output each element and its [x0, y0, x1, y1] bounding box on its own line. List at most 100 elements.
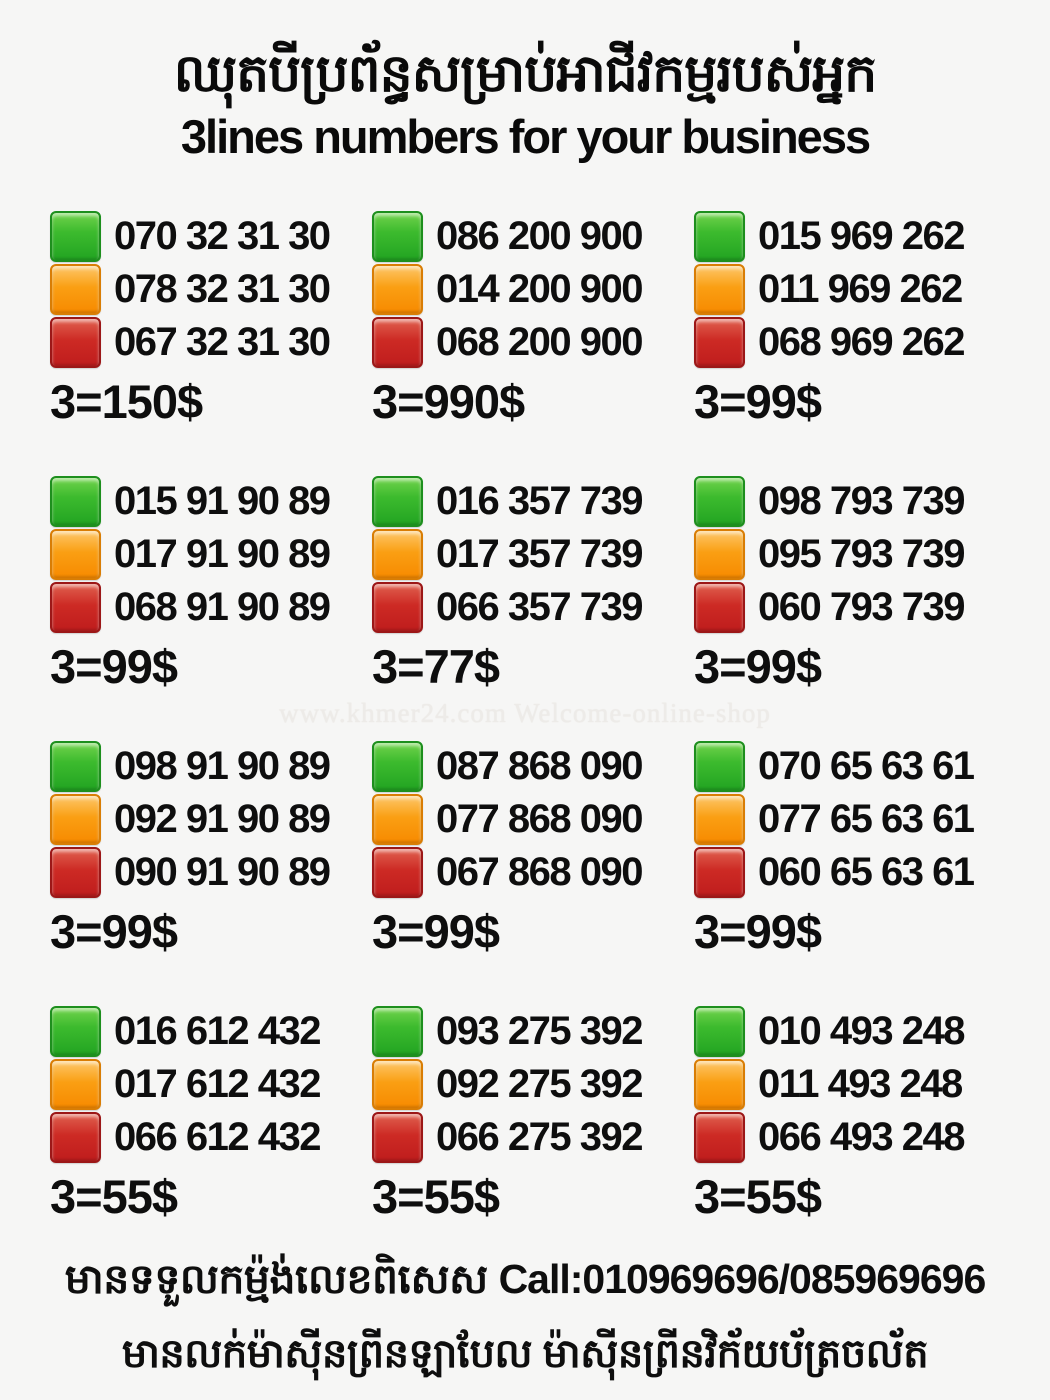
number-line: 016 612 432	[50, 1005, 356, 1058]
phone-number: 086 200 900	[436, 214, 643, 258]
number-line: 078 32 31 30	[50, 263, 356, 316]
number-line: 092 91 90 89	[50, 793, 356, 846]
price-label: 3=99$	[50, 905, 178, 958]
orange-square-icon	[372, 794, 423, 845]
phone-number: 017 357 739	[436, 532, 643, 576]
phone-number: 010 493 248	[758, 1009, 965, 1053]
number-line: 060 65 63 61	[694, 846, 1000, 899]
orange-square-icon	[694, 529, 745, 580]
phone-number: 067 868 090	[436, 850, 643, 894]
page-title: ឈុតបីប្រព័ន្ធសម្រាប់អាជីវកម្មរបស់អ្នក	[173, 45, 878, 103]
page-subtitle: 3lines numbers for your business	[180, 110, 871, 163]
red-square-icon	[372, 582, 423, 633]
number-line: 068 969 262	[694, 316, 1000, 369]
number-line: 015 91 90 89	[50, 475, 356, 528]
package-card: 016 357 739 017 357 739 066 357 739 3=77…	[372, 475, 678, 694]
phone-number: 015 969 262	[758, 214, 965, 258]
number-line: 017 91 90 89	[50, 528, 356, 581]
phone-number: 016 357 739	[436, 479, 643, 523]
green-square-icon	[694, 476, 745, 527]
price-label: 3=150$	[50, 375, 203, 428]
number-line: 015 969 262	[694, 210, 1000, 263]
price-label: 3=55$	[694, 1170, 822, 1223]
green-square-icon	[372, 1006, 423, 1057]
price-label: 3=77$	[372, 640, 500, 693]
number-line: 010 493 248	[694, 1005, 1000, 1058]
price-label: 3=55$	[372, 1170, 500, 1223]
number-line: 011 493 248	[694, 1058, 1000, 1111]
number-line: 092 275 392	[372, 1058, 678, 1111]
package-card: 070 65 63 61 077 65 63 61 060 65 63 61 3…	[694, 740, 1000, 959]
green-square-icon	[50, 211, 101, 262]
number-line: 066 357 739	[372, 581, 678, 634]
phone-number: 093 275 392	[436, 1009, 643, 1053]
number-line: 077 65 63 61	[694, 793, 1000, 846]
price-label: 3=99$	[694, 905, 822, 958]
phone-number: 077 65 63 61	[758, 797, 975, 841]
phone-number: 068 969 262	[758, 320, 965, 364]
phone-number: 016 612 432	[114, 1009, 321, 1053]
number-line: 086 200 900	[372, 210, 678, 263]
phone-number: 092 275 392	[436, 1062, 643, 1106]
phone-number: 095 793 739	[758, 532, 965, 576]
price-label: 3=55$	[50, 1170, 178, 1223]
number-line: 017 357 739	[372, 528, 678, 581]
number-line: 098 91 90 89	[50, 740, 356, 793]
orange-square-icon	[50, 1059, 101, 1110]
package-card: 086 200 900 014 200 900 068 200 900 3=99…	[372, 210, 678, 429]
number-line: 066 612 432	[50, 1111, 356, 1164]
red-square-icon	[694, 582, 745, 633]
green-square-icon	[50, 1006, 101, 1057]
phone-number: 087 868 090	[436, 744, 643, 788]
phone-number: 017 612 432	[114, 1062, 321, 1106]
package-card: 015 91 90 89 017 91 90 89 068 91 90 89 3…	[50, 475, 356, 694]
phone-number: 066 275 392	[436, 1115, 643, 1159]
green-square-icon	[694, 211, 745, 262]
price-label: 3=99$	[694, 640, 822, 693]
number-line: 011 969 262	[694, 263, 1000, 316]
red-square-icon	[50, 847, 101, 898]
red-square-icon	[372, 317, 423, 368]
package-card: 087 868 090 077 868 090 067 868 090 3=99…	[372, 740, 678, 959]
phone-number: 060 65 63 61	[758, 850, 975, 894]
number-line: 014 200 900	[372, 263, 678, 316]
price-label: 3=990$	[372, 375, 525, 428]
footer-order-text: មានទទួលកម្ម៉ង់លេខពិសេស	[64, 1256, 488, 1302]
phone-number: 068 200 900	[436, 320, 643, 364]
number-line: 066 275 392	[372, 1111, 678, 1164]
green-square-icon	[372, 476, 423, 527]
green-square-icon	[50, 741, 101, 792]
phone-number: 070 32 31 30	[114, 214, 331, 258]
package-card: 098 793 739 095 793 739 060 793 739 3=99…	[694, 475, 1000, 694]
red-square-icon	[50, 317, 101, 368]
package-card: 098 91 90 89 092 91 90 89 090 91 90 89 3…	[50, 740, 356, 959]
number-line: 017 612 432	[50, 1058, 356, 1111]
orange-square-icon	[694, 794, 745, 845]
number-line: 066 493 248	[694, 1111, 1000, 1164]
red-square-icon	[694, 847, 745, 898]
red-square-icon	[50, 582, 101, 633]
phone-number: 098 793 739	[758, 479, 965, 523]
phone-number: 078 32 31 30	[114, 267, 331, 311]
package-card: 016 612 432 017 612 432 066 612 432 3=55…	[50, 1005, 356, 1224]
price-label: 3=99$	[694, 375, 822, 428]
phone-number: 092 91 90 89	[114, 797, 331, 841]
number-line: 016 357 739	[372, 475, 678, 528]
number-line: 090 91 90 89	[50, 846, 356, 899]
orange-square-icon	[694, 264, 745, 315]
number-line: 093 275 392	[372, 1005, 678, 1058]
footer: មានទទួលកម្ម៉ង់លេខពិសេស Call:010969696/08…	[0, 1254, 1050, 1387]
red-square-icon	[372, 1112, 423, 1163]
phone-number: 068 91 90 89	[114, 585, 331, 629]
phone-number: 067 32 31 30	[114, 320, 331, 364]
orange-square-icon	[50, 529, 101, 580]
phone-number: 070 65 63 61	[758, 744, 975, 788]
number-line: 068 91 90 89	[50, 581, 356, 634]
orange-square-icon	[372, 264, 423, 315]
phone-number: 014 200 900	[436, 267, 643, 311]
package-card: 015 969 262 011 969 262 068 969 262 3=99…	[694, 210, 1000, 429]
footer-line2: មានលក់ម៉ាស៊ីនព្រីនឡាបែល ម៉ាស៊ីនព្រីនវិក័…	[121, 1332, 929, 1376]
green-square-icon	[694, 741, 745, 792]
phone-number: 098 91 90 89	[114, 744, 331, 788]
